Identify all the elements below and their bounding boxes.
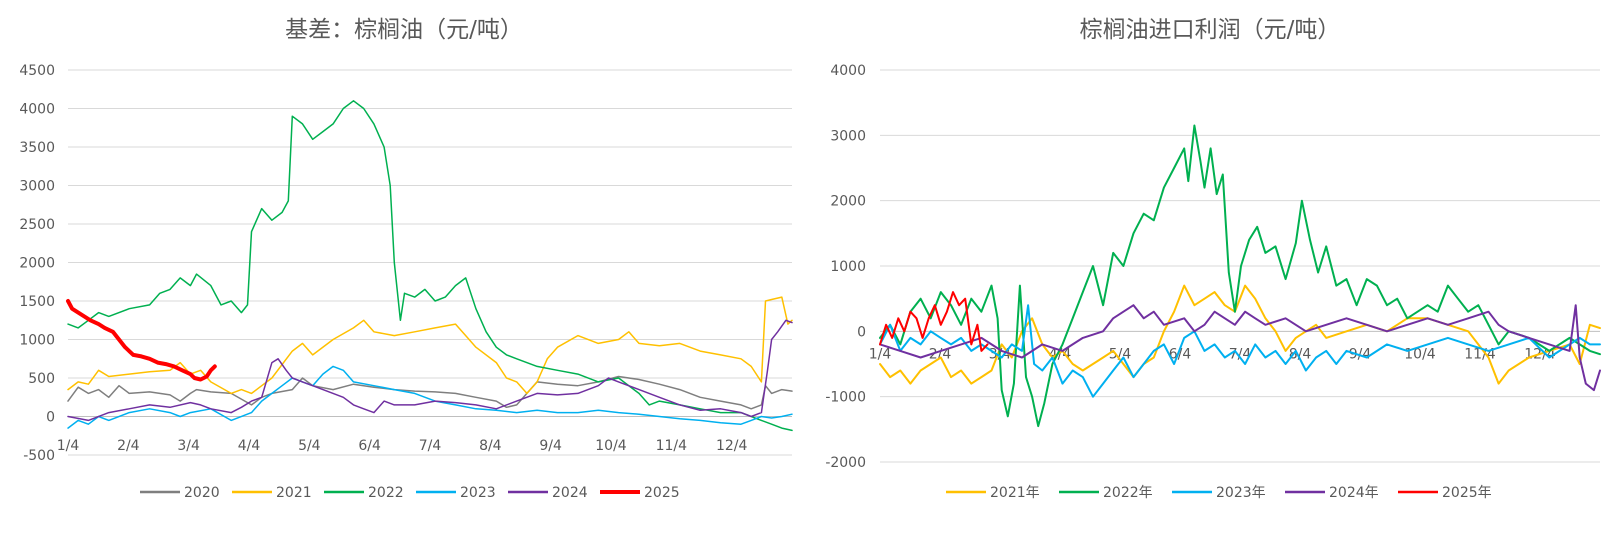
series-line-2023年 (879, 304, 1601, 398)
y-tick-label: 3500 (19, 140, 55, 156)
x-tick-label: 10/4 (1404, 346, 1436, 362)
y-tick-label: 500 (28, 371, 55, 387)
legend-label: 2025年 (1442, 485, 1492, 501)
legend-label: 2022年 (1103, 485, 1153, 501)
series-line-2021 (67, 296, 793, 395)
y-tick-label: 1000 (19, 333, 55, 349)
x-tick-label: 3/4 (177, 438, 200, 454)
x-tick-label: 10/4 (595, 438, 627, 454)
y-tick-label: -2000 (825, 455, 866, 471)
x-tick-label: 9/4 (539, 438, 562, 454)
x-tick-label: 6/4 (1169, 346, 1192, 362)
y-tick-label: 4000 (19, 102, 55, 118)
series-line-2024 (67, 319, 793, 422)
legend-label: 2024年 (1329, 485, 1379, 501)
legend-label: 2023 (460, 485, 496, 501)
legend-label: 2021年 (990, 485, 1040, 501)
basis-chart: 基差：棕榈油（元/吨） -500 0 500 1000 1500 2000 2500 3000… (19, 17, 793, 501)
y-tick-label: 0 (46, 410, 55, 426)
y-tick-label: 1500 (19, 294, 55, 310)
legend-label: 2023年 (1216, 485, 1266, 501)
legend: 2021年 2022年 2023年 2024年 2025年 (946, 485, 1492, 501)
series-line-2021年 (879, 284, 1601, 385)
y-tick-labels: -2000 -1000 0 1000 2000 3000 4000 (825, 63, 866, 471)
x-tick-label: 1/4 (869, 346, 892, 362)
y-gridlines (68, 69, 792, 456)
y-tick-label: 4500 (19, 63, 55, 79)
legend-label: 2022 (368, 485, 404, 501)
series-lines (66, 100, 793, 432)
series-line-2024年 (879, 304, 1601, 392)
legend-label: 2020 (184, 485, 220, 501)
x-tick-label: 12/4 (716, 438, 748, 454)
series-line-2022 (67, 100, 793, 432)
y-tick-label: 3000 (830, 128, 866, 144)
series-line-2025 (66, 299, 217, 382)
legend-label: 2021 (276, 485, 312, 501)
series-line-2023 (67, 365, 793, 429)
y-tick-label: 3000 (19, 179, 55, 195)
chart-title: 基差：棕榈油（元/吨） (285, 17, 523, 43)
x-tick-label: 6/4 (358, 438, 381, 454)
x-tick-label: 2/4 (117, 438, 140, 454)
x-tick-label: 11/4 (656, 438, 688, 454)
legend: 2020 2021 2022 2023 2024 2025 (140, 485, 680, 501)
y-tick-label: 4000 (830, 63, 866, 79)
y-tick-label: 2000 (19, 256, 55, 272)
x-tick-labels: 1/4 2/4 3/4 4/4 5/4 6/4 7/4 8/4 9/4 10/4 11/4 12/4 (869, 346, 1556, 362)
y-tick-label: 0 (857, 324, 866, 340)
series-line-2020 (67, 375, 793, 410)
y-tick-labels: -500 0 500 1000 1500 2000 2500 3000 3500 4000 4500 (19, 63, 55, 464)
series-line-2022年 (879, 124, 1601, 428)
x-tick-label: 4/4 (238, 438, 261, 454)
series-line-2025年 (879, 291, 989, 352)
x-tick-label: 7/4 (419, 438, 442, 454)
series-lines (879, 124, 1601, 428)
legend-label: 2025 (644, 485, 680, 501)
y-tick-label: 2000 (830, 194, 866, 210)
y-tick-label: 1000 (830, 259, 866, 275)
y-tick-label: -1000 (825, 390, 866, 406)
import-profit-chart: 棕榈油进口利润（元/吨） -2000 -1000 0 1000 2000 3000 4000… (825, 17, 1601, 501)
x-tick-label: 8/4 (1289, 346, 1312, 362)
legend-label: 2024 (552, 485, 588, 501)
y-gridlines (880, 69, 1600, 463)
x-tick-labels: 1/4 2/4 3/4 4/4 5/4 6/4 7/4 8/4 9/4 10/4 11/4 12/4 (57, 438, 748, 454)
y-tick-label: 2500 (19, 217, 55, 233)
x-tick-label: 1/4 (57, 438, 80, 454)
x-tick-label: 8/4 (479, 438, 502, 454)
x-tick-label: 5/4 (298, 438, 321, 454)
x-tick-label: 5/4 (1109, 346, 1132, 362)
y-tick-label: -500 (23, 448, 55, 464)
chart-title: 棕榈油进口利润（元/吨） (1080, 17, 1341, 43)
